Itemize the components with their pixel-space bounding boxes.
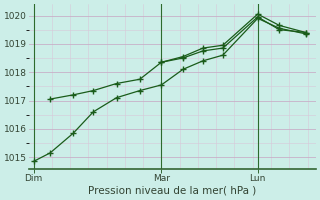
X-axis label: Pression niveau de la mer( hPa ): Pression niveau de la mer( hPa ) (88, 186, 256, 196)
